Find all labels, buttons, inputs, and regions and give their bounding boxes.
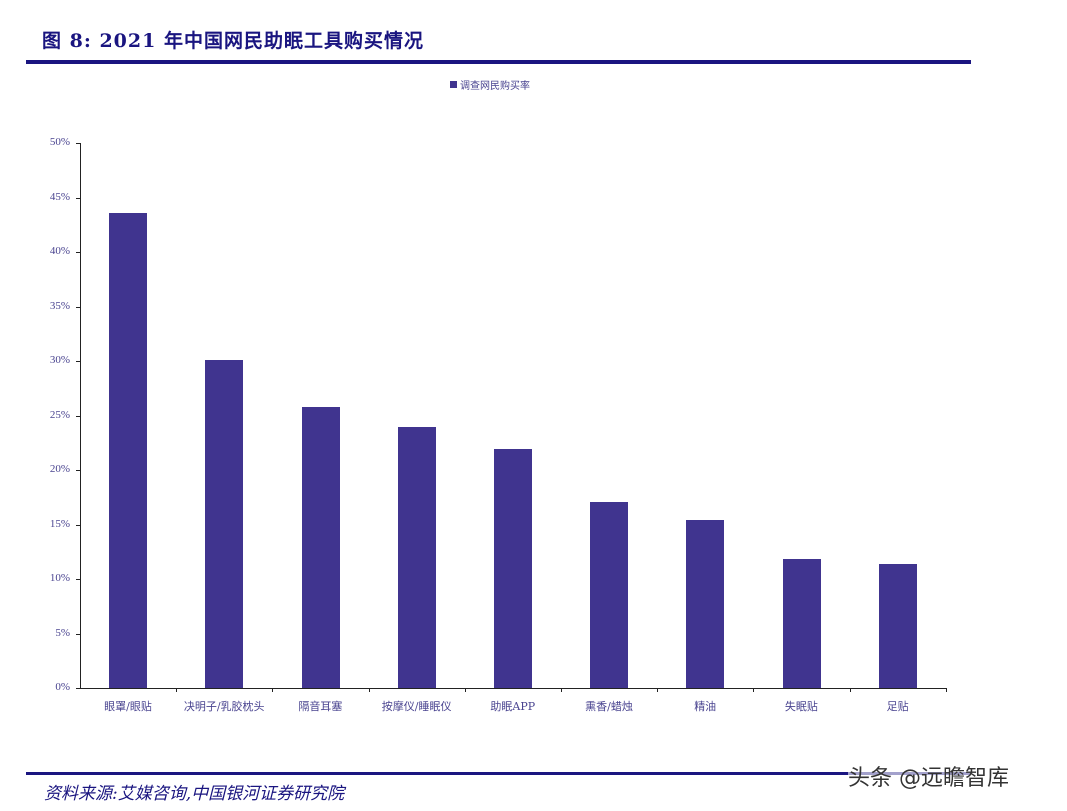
title-divider [26, 60, 971, 64]
bar [590, 501, 629, 688]
x-category-label: 熏香/蜡烛 [585, 700, 633, 713]
y-tick-label: 10% [49, 572, 70, 584]
bar [205, 359, 244, 688]
y-tick [76, 524, 80, 526]
bar [686, 520, 725, 688]
x-category-label: 隔音耳塞 [298, 700, 343, 713]
bar [301, 406, 340, 688]
legend-label: 调查网民购买率 [460, 81, 530, 92]
x-category-label: 足贴 [886, 700, 909, 713]
y-tick [76, 306, 80, 308]
x-tick [657, 688, 659, 692]
x-tick [945, 688, 947, 692]
x-category-label: 失眠贴 [784, 700, 818, 713]
y-tick [76, 633, 80, 635]
y-tick-label: 35% [49, 299, 70, 312]
y-tick-label: 45% [49, 190, 70, 203]
x-axis [80, 688, 946, 689]
y-tick-label: 25% [49, 408, 70, 421]
x-tick [368, 688, 370, 692]
x-tick [753, 688, 755, 692]
legend-swatch-icon [450, 81, 457, 88]
figure-title: 图 8: 2021 年中国网民助眠工具购买情况 [42, 30, 424, 52]
bar [878, 563, 917, 688]
y-tick [76, 415, 80, 417]
y-tick-label: 20% [49, 463, 70, 475]
y-tick [76, 470, 80, 471]
y-tick [76, 252, 80, 253]
x-tick [849, 688, 851, 692]
y-tick [76, 143, 80, 144]
x-category-label: 精油 [694, 700, 717, 713]
chart-legend: 调查网民购买率 [450, 77, 530, 92]
y-tick-label: 15% [49, 517, 70, 530]
y-tick-label: 50% [49, 136, 70, 148]
x-tick [561, 688, 562, 692]
y-tick-label: 30% [49, 354, 70, 366]
y-tick-label: 40% [49, 245, 70, 257]
y-tick-label: 5% [55, 626, 70, 639]
x-category-label: 眼罩/眼贴 [104, 700, 152, 713]
x-category-label: 决明子/乳胶枕头 [183, 700, 265, 713]
x-category-label: 助眠APP [490, 700, 536, 713]
y-tick [76, 579, 80, 580]
y-tick-label: 0% [55, 681, 70, 693]
source-divider [26, 772, 971, 775]
x-tick [176, 688, 178, 692]
bar [782, 559, 821, 688]
bar [397, 427, 436, 688]
x-category-label: 按摩仪/睡眠仪 [381, 700, 452, 713]
y-tick [76, 197, 80, 199]
source-note: 资料来源:艾媒咨询,中国银河证券研究院 [44, 784, 345, 804]
y-axis [80, 143, 81, 689]
x-tick [464, 688, 466, 692]
bar [109, 212, 148, 688]
watermark: 头条 @远瞻智库 [848, 760, 1009, 792]
bar-chart: 0% 5% 10% 15% 20% 25% 30% 35% 40% 45% 50% 眼罩/眼贴 决明子/… [49, 136, 947, 713]
y-tick [76, 688, 80, 689]
bar [493, 449, 532, 688]
y-tick [76, 361, 80, 362]
x-tick [272, 688, 274, 692]
